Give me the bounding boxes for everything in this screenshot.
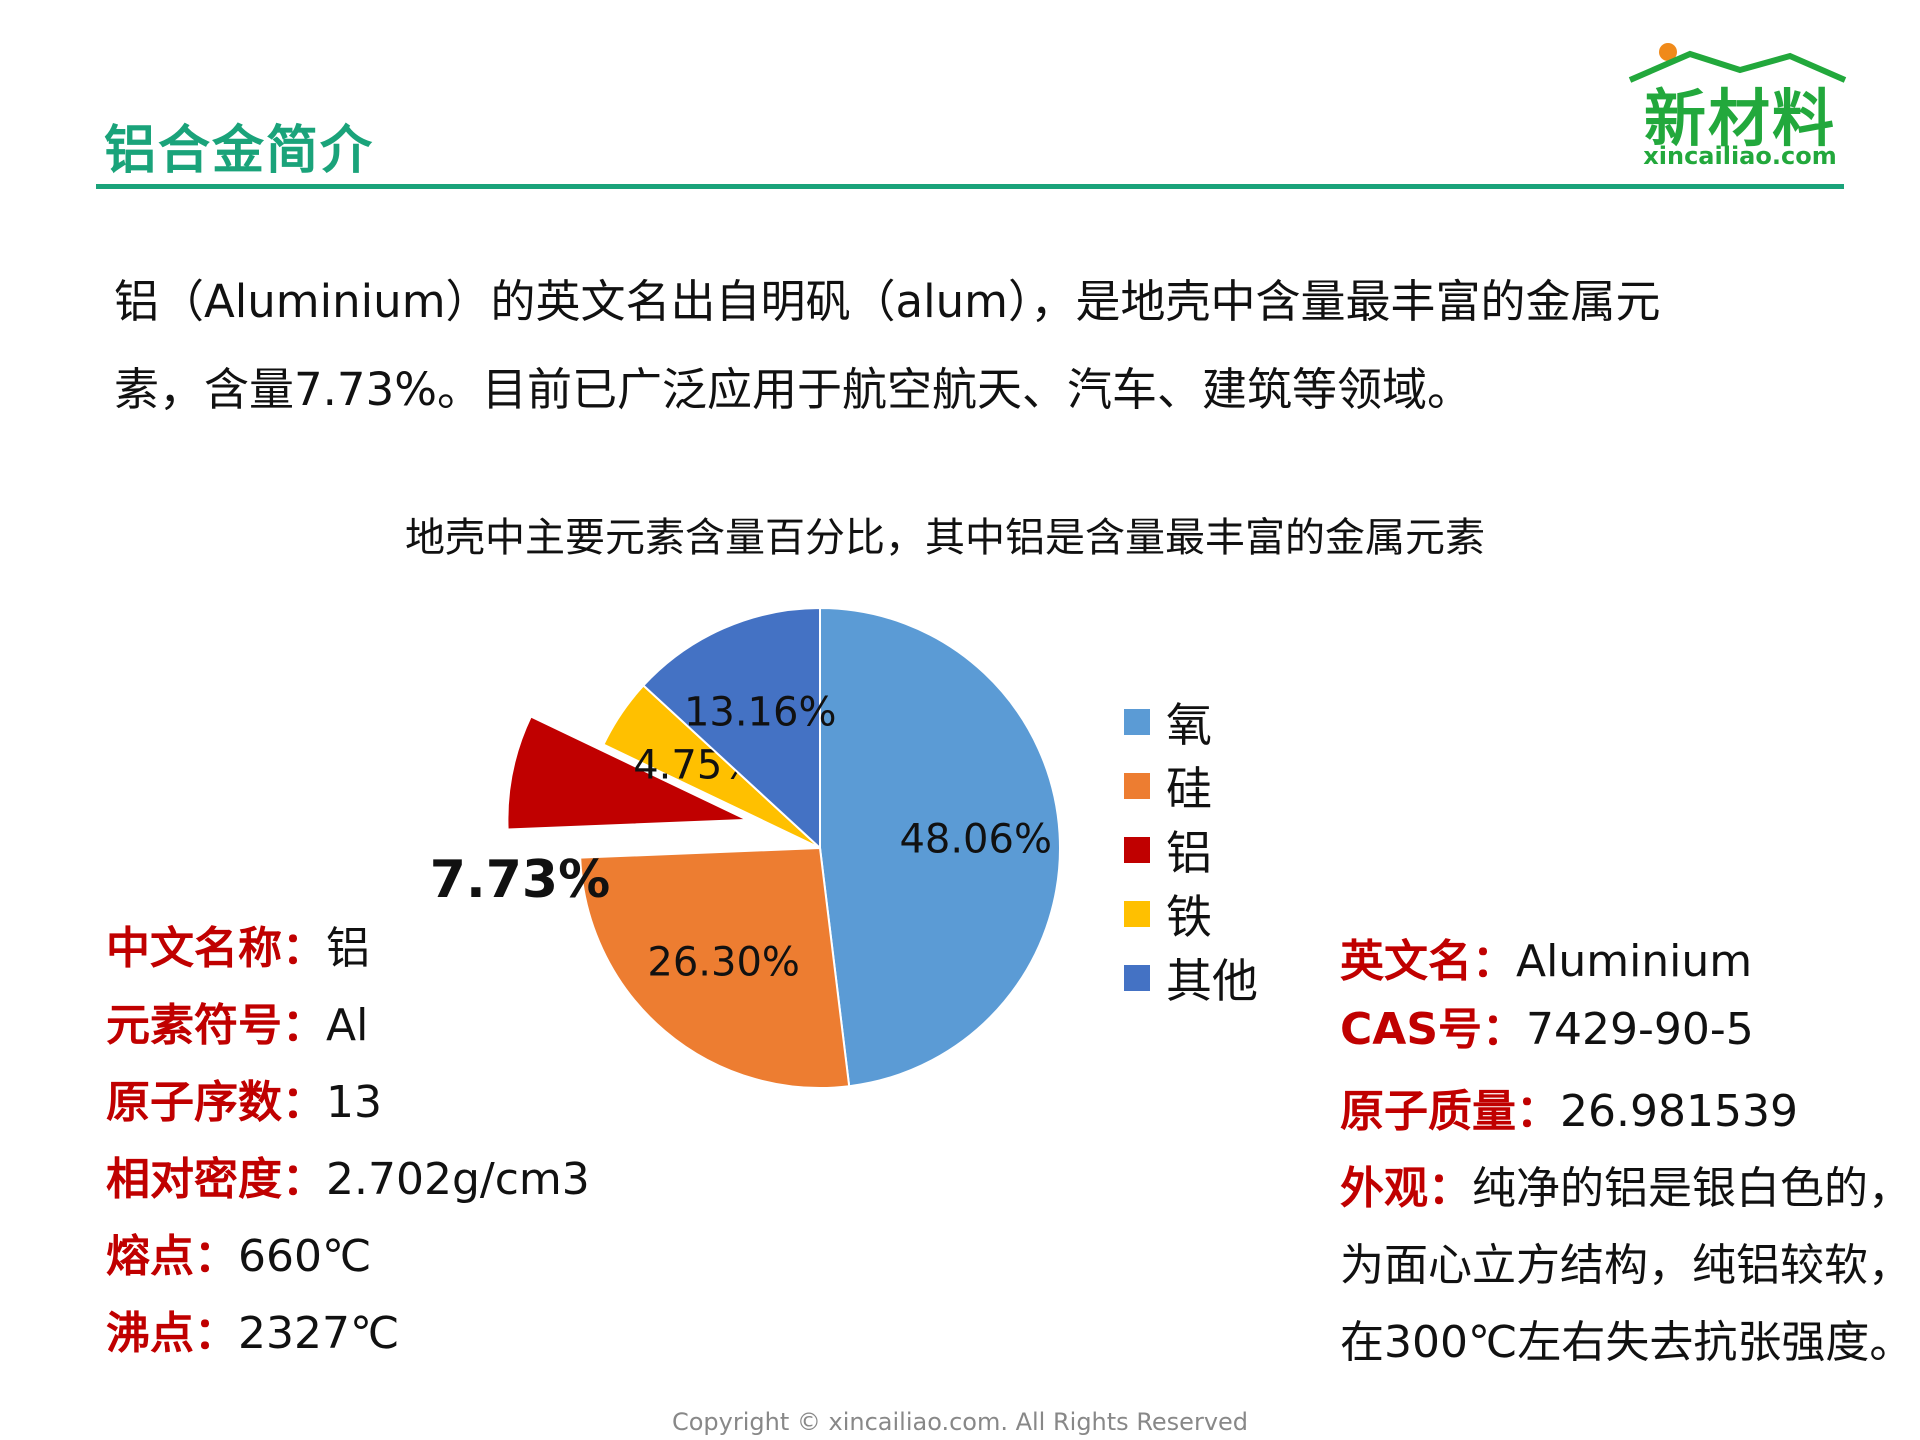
intro-paragraph: 铝（Aluminium）的英文名出自明矾（alum），是地壳中含量最丰富的金属元… [114, 258, 1814, 434]
legend-swatch [1124, 965, 1150, 991]
cas-row: CAS号：7429-90-5 [1340, 996, 1913, 1073]
property-row: 元素符号：Al [106, 987, 590, 1064]
property-key: 相对密度： [106, 1154, 326, 1205]
legend-item: 氧 [1124, 690, 1258, 754]
property-key: 中文名称： [106, 923, 326, 974]
slide-title: 铝合金简介 [104, 121, 375, 181]
property-value: 13 [326, 1077, 382, 1128]
pie-slice [641, 606, 821, 851]
property-key: 沸点： [106, 1308, 238, 1359]
property-row: 原子序数：13 [106, 1064, 590, 1141]
property-key: 元素符号： [106, 1000, 326, 1051]
xincailiao-logo: 新材料 xincailiao.com [1620, 40, 1860, 170]
logo-text: 新材料 [1643, 82, 1836, 155]
legend-label: 氧 [1166, 698, 1212, 752]
property-key: 英文名： [1340, 936, 1516, 987]
legend-swatch [1124, 901, 1150, 927]
chart-legend: 氧硅铝铁其他 [1124, 690, 1258, 1010]
property-row: 熔点：660℃ [106, 1218, 590, 1295]
property-value: Aluminium [1516, 936, 1753, 987]
mass-row: 原子质量：26.981539 [1340, 1073, 1913, 1150]
legend-item: 其他 [1124, 946, 1258, 1010]
property-row: 中文名称：铝 [106, 910, 590, 987]
english-name-row: 英文名：Aluminium [1340, 928, 1913, 996]
property-row: 沸点：2327℃ [106, 1295, 590, 1372]
appearance-line: 为面心立方结构，纯铝较软， [1340, 1240, 1912, 1291]
property-value: 2327℃ [238, 1308, 400, 1359]
legend-item: 铝 [1124, 818, 1258, 882]
pie-slice [579, 846, 851, 1089]
pie-slice [506, 715, 748, 831]
property-value: Al [326, 1000, 369, 1051]
logo-url: xincailiao.com [1643, 142, 1837, 170]
property-key: 熔点： [106, 1231, 238, 1282]
property-value: 660℃ [238, 1231, 372, 1282]
property-key: 原子质量： [1340, 1086, 1560, 1137]
legend-swatch [1124, 837, 1150, 863]
logo-roof-icon [1628, 43, 1847, 83]
slice-data-label: 48.06% [899, 816, 1052, 862]
intro-line: 素，含量7.73%。目前已广泛应用于航空航天、汽车、建筑等领域。 [114, 363, 1472, 416]
pie-slice [819, 606, 1061, 1088]
legend-label: 铁 [1166, 890, 1212, 944]
intro-line: 铝（Aluminium）的英文名出自明矾（alum），是地壳中含量最丰富的金属元 [114, 275, 1661, 328]
slice-data-label: 7.73% [430, 850, 610, 910]
legend-swatch [1124, 709, 1150, 735]
legend-label: 铝 [1166, 826, 1212, 880]
legend-label: 其他 [1166, 954, 1258, 1008]
property-value: 纯净的铝是银白色的， [1472, 1163, 1912, 1214]
copyright-footer: Copyright © xincailiao.com. All Rights R… [671, 1408, 1249, 1436]
property-key: 原子序数： [106, 1077, 326, 1128]
chart-title: 地壳中主要元素含量百分比，其中铝是含量最丰富的金属元素 [405, 515, 1485, 561]
slice-data-label: 26.30% [647, 939, 800, 985]
legend-swatch [1124, 773, 1150, 799]
appearance-row: 外观：纯净的铝是银白色的， [1340, 1150, 1913, 1227]
property-value: 7429-90-5 [1526, 1004, 1754, 1055]
property-value: 铝 [326, 923, 370, 974]
slice-data-label: 13.16% [684, 690, 837, 736]
property-row: 相对密度：2.702g/cm3 [106, 1141, 590, 1218]
property-value: 26.981539 [1560, 1086, 1798, 1137]
title-divider [96, 184, 1844, 189]
property-key: 外观： [1340, 1163, 1472, 1214]
property-key: CAS号： [1340, 1004, 1527, 1055]
properties-left: 中文名称：铝 元素符号：Al 原子序数：13 相对密度：2.702g/cm3 熔点：66… [106, 910, 590, 1372]
legend-item: 铁 [1124, 882, 1258, 946]
legend-item: 硅 [1124, 754, 1258, 818]
property-value: 2.702g/cm3 [326, 1154, 590, 1205]
properties-right: 英文名：Aluminium CAS号：7429-90-5 原子质量：26.981… [1340, 928, 1913, 1381]
appearance-line: 在300℃左右失去抗张强度。 [1340, 1317, 1914, 1368]
legend-label: 硅 [1166, 762, 1212, 816]
